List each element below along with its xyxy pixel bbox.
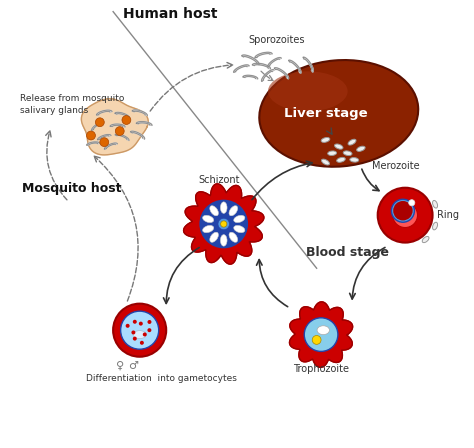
Circle shape [393, 201, 413, 220]
Circle shape [133, 320, 137, 324]
Text: Liver stage: Liver stage [283, 107, 367, 120]
Ellipse shape [321, 159, 329, 165]
Polygon shape [82, 99, 148, 155]
Ellipse shape [350, 158, 359, 162]
Polygon shape [115, 134, 129, 141]
Ellipse shape [321, 138, 330, 142]
Polygon shape [290, 302, 353, 367]
Text: Sporozoites: Sporozoites [248, 35, 305, 45]
Text: Trophozoite: Trophozoite [293, 364, 349, 374]
Ellipse shape [356, 146, 365, 151]
Ellipse shape [392, 199, 414, 222]
Polygon shape [87, 142, 100, 145]
Ellipse shape [268, 71, 347, 111]
Circle shape [312, 336, 321, 345]
Ellipse shape [133, 331, 146, 339]
Circle shape [122, 116, 131, 125]
Polygon shape [289, 60, 301, 73]
Polygon shape [262, 69, 274, 82]
Polygon shape [252, 63, 271, 69]
Circle shape [220, 221, 227, 227]
Circle shape [87, 131, 95, 140]
Ellipse shape [328, 151, 337, 155]
Circle shape [147, 328, 151, 332]
Ellipse shape [234, 225, 245, 233]
Ellipse shape [348, 139, 356, 145]
Polygon shape [274, 68, 289, 79]
Polygon shape [183, 184, 264, 264]
Circle shape [95, 118, 104, 127]
Circle shape [143, 332, 147, 336]
Circle shape [115, 127, 124, 135]
Text: Release from mosquito
salivary glands: Release from mosquito salivary glands [20, 94, 125, 115]
Ellipse shape [210, 206, 219, 216]
Circle shape [113, 304, 166, 357]
Polygon shape [91, 122, 104, 130]
Circle shape [147, 320, 152, 324]
Circle shape [200, 200, 248, 248]
Ellipse shape [433, 222, 438, 230]
Polygon shape [234, 65, 249, 73]
Circle shape [218, 218, 229, 230]
Circle shape [393, 203, 418, 228]
Text: Differentiation  into gametocytes: Differentiation into gametocytes [86, 375, 237, 383]
Ellipse shape [202, 225, 214, 233]
Ellipse shape [433, 200, 438, 208]
Ellipse shape [335, 144, 343, 149]
Circle shape [378, 188, 433, 242]
Text: ♂: ♂ [128, 361, 138, 370]
Polygon shape [110, 124, 125, 127]
Text: Blood stage: Blood stage [306, 246, 389, 259]
Polygon shape [242, 55, 259, 65]
Polygon shape [303, 57, 313, 72]
Ellipse shape [234, 215, 245, 223]
Polygon shape [97, 110, 112, 115]
Polygon shape [136, 121, 152, 125]
Text: Mosquito host: Mosquito host [22, 182, 122, 195]
Ellipse shape [317, 326, 329, 335]
Circle shape [304, 318, 338, 351]
Polygon shape [104, 143, 118, 149]
Circle shape [409, 200, 415, 206]
Ellipse shape [229, 206, 237, 216]
Circle shape [100, 138, 109, 146]
Circle shape [121, 311, 159, 349]
Text: Ring: Ring [437, 210, 459, 220]
Polygon shape [268, 57, 281, 67]
Ellipse shape [229, 232, 237, 242]
Circle shape [133, 336, 137, 340]
Circle shape [131, 331, 136, 335]
Ellipse shape [202, 215, 214, 223]
Ellipse shape [220, 235, 227, 246]
Circle shape [126, 324, 129, 328]
Ellipse shape [210, 232, 219, 242]
Text: ♀: ♀ [116, 361, 124, 370]
Ellipse shape [422, 237, 429, 243]
Ellipse shape [220, 202, 227, 213]
Ellipse shape [259, 60, 418, 167]
Polygon shape [98, 134, 111, 140]
Polygon shape [130, 131, 145, 139]
Circle shape [139, 322, 143, 326]
Text: Schizont: Schizont [199, 175, 240, 185]
Text: Human host: Human host [123, 7, 218, 21]
Circle shape [140, 341, 144, 345]
Polygon shape [132, 110, 147, 116]
Ellipse shape [337, 157, 345, 162]
Ellipse shape [343, 151, 352, 155]
Polygon shape [115, 112, 129, 118]
Polygon shape [243, 75, 258, 79]
Text: Merozoite: Merozoite [372, 161, 419, 172]
Polygon shape [255, 52, 272, 58]
